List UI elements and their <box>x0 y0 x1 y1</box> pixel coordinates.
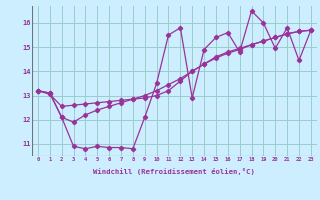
X-axis label: Windchill (Refroidissement éolien,°C): Windchill (Refroidissement éolien,°C) <box>93 168 255 175</box>
